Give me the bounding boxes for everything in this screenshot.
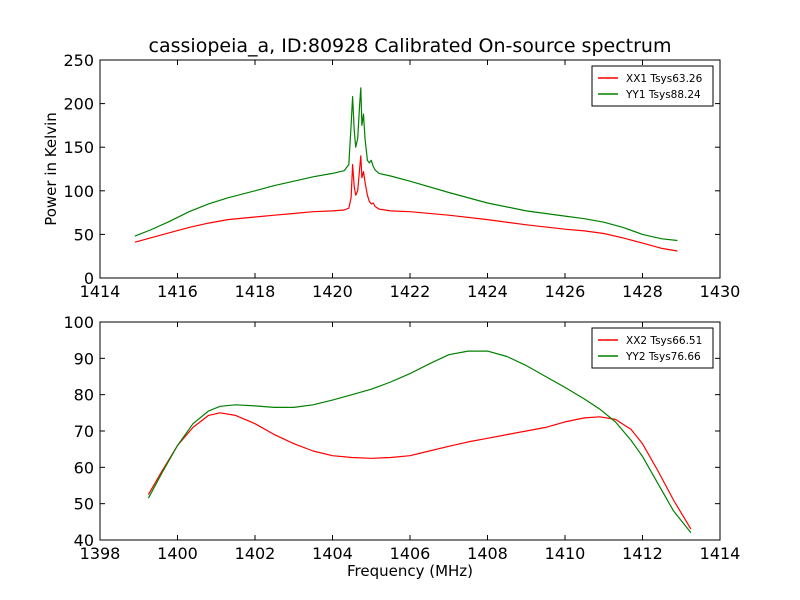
x-tick-label: 1410 — [545, 544, 586, 563]
x-tick-label: 1422 — [390, 282, 431, 301]
x-tick-label: 1408 — [467, 544, 508, 563]
y-tick-label: 70 — [74, 422, 94, 441]
legend-box — [591, 65, 714, 107]
y-tick-label: 80 — [74, 386, 94, 405]
y-tick-label: 40 — [74, 531, 94, 550]
y-tick-label: 200 — [63, 95, 94, 114]
legend-entry: YY1 Tsys88.24 — [625, 89, 701, 101]
series-line-xx1 — [134, 155, 678, 252]
x-tick-label: 1402 — [235, 544, 276, 563]
y-tick-label: 50 — [74, 495, 94, 514]
x-tick-label: 1418 — [235, 282, 276, 301]
y-tick-label: 50 — [74, 225, 94, 244]
x-tick-label: 1416 — [157, 282, 198, 301]
x-tick-label: 1406 — [390, 544, 431, 563]
chart-bottom: 1398 1400 1402 1404 1406 1408 1410 1412 1414 40 50… — [63, 313, 740, 580]
y-tick-label: 0 — [84, 269, 94, 288]
chart-top: 1414 1416 1418 1420 1422 1424 1426 1428 1430 0 50 1… — [42, 35, 740, 301]
x-tick-label: 1404 — [312, 544, 353, 563]
x-tick-label: 1414 — [700, 544, 741, 563]
x-axis-label: Frequency (MHz) — [347, 562, 473, 580]
legend-entry: YY2 Tsys76.66 — [625, 351, 701, 363]
y-tick-label: 250 — [63, 51, 94, 70]
y-axis-label: Power in Kelvin — [42, 112, 60, 226]
legend: XX2 Tsys66.51 YY2 Tsys76.66 — [591, 327, 714, 369]
chart-title: cassiopeia_a, ID:80928 Calibrated On-sou… — [149, 35, 672, 57]
x-tick-label: 1412 — [622, 544, 663, 563]
y-tick-label: 150 — [63, 138, 94, 157]
y-tick-label: 100 — [63, 313, 94, 332]
legend-entry: XX1 Tsys63.26 — [626, 73, 703, 85]
x-tick-label: 1398 — [80, 544, 121, 563]
x-tick-label: 1426 — [545, 282, 586, 301]
series-line-yy2 — [147, 350, 692, 534]
y-tick-label: 90 — [74, 349, 94, 368]
series-line-yy1 — [134, 87, 678, 242]
x-tick-label: 1420 — [312, 282, 353, 301]
y-tick-label: 100 — [63, 182, 94, 201]
x-tick-label: 1428 — [622, 282, 663, 301]
x-tick-label: 1424 — [467, 282, 508, 301]
series-line-xx2 — [147, 412, 692, 530]
x-tick-label: 1430 — [700, 282, 741, 301]
legend: XX1 Tsys63.26 YY1 Tsys88.24 — [591, 65, 714, 107]
legend-entry: XX2 Tsys66.51 — [626, 335, 702, 347]
y-tick-label: 60 — [74, 458, 94, 477]
x-tick-label: 1414 — [80, 282, 121, 301]
legend-box — [591, 327, 714, 369]
x-tick-label: 1400 — [157, 544, 198, 563]
